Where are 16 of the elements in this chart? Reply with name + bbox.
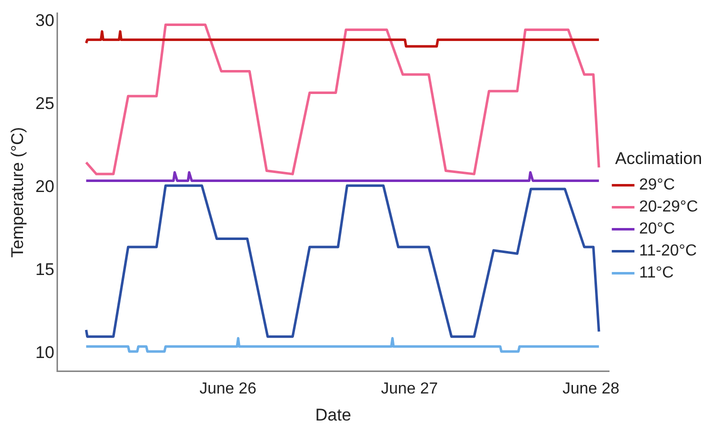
legend-label: 29°C — [639, 176, 675, 194]
legend-label: 11-20°C — [639, 242, 697, 260]
y-axis-title: Temperature (°C) — [8, 127, 27, 258]
x-tick-label: June 28 — [562, 380, 620, 398]
y-tick-label: 20 — [35, 177, 54, 196]
legend-label: 11°C — [639, 264, 674, 282]
legend-label: 20°C — [639, 220, 675, 238]
legend-title: Acclimation — [615, 148, 702, 168]
y-tick-label: 30 — [35, 11, 54, 30]
x-axis-title: Date — [315, 405, 352, 424]
legend-label: 20-29°C — [639, 198, 698, 216]
x-tick-label: June 26 — [200, 380, 257, 398]
y-tick-label: 25 — [35, 94, 54, 114]
x-tick-label: June 27 — [381, 380, 438, 398]
y-tick-label: 15 — [35, 260, 54, 279]
y-tick-label: 10 — [35, 342, 54, 362]
